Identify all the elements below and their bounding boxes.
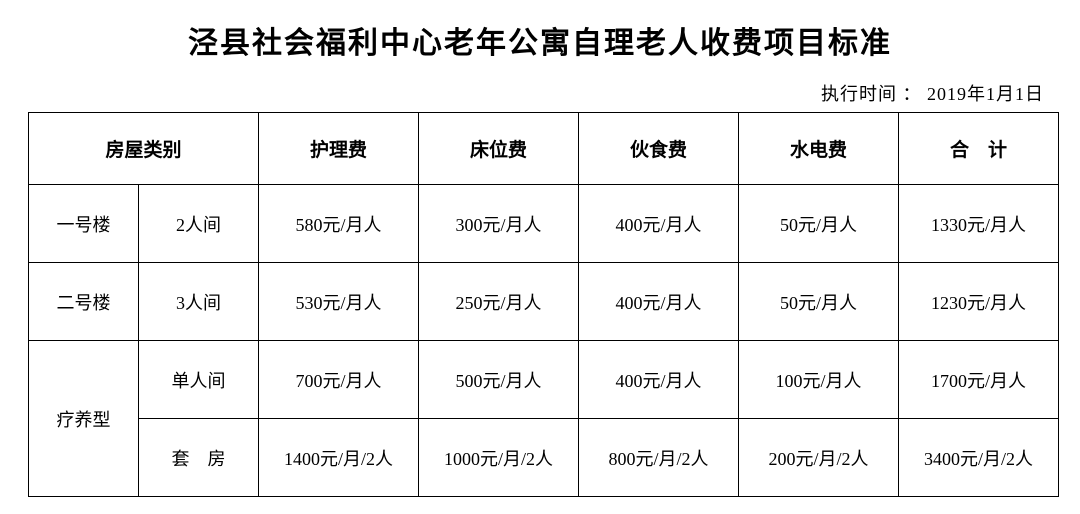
cell-building: 疗养型	[29, 341, 139, 497]
table-row: 二号楼 3人间 530元/月人 250元/月人 400元/月人 50元/月人 1…	[29, 263, 1059, 341]
fee-table: 房屋类别 护理费 床位费 伙食费 水电费 合 计 一号楼 2人间 580元/月人…	[28, 112, 1059, 497]
cell-total: 1700元/月人	[899, 341, 1059, 419]
cell-utility: 50元/月人	[739, 263, 899, 341]
cell-utility: 200元/月/2人	[739, 419, 899, 497]
table-body: 一号楼 2人间 580元/月人 300元/月人 400元/月人 50元/月人 1…	[29, 185, 1059, 497]
effective-date-value: 2019年1月1日	[927, 84, 1044, 104]
cell-room: 2人间	[139, 185, 259, 263]
col-utility: 水电费	[739, 113, 899, 185]
cell-building: 一号楼	[29, 185, 139, 263]
cell-nursing: 1400元/月/2人	[259, 419, 419, 497]
page-title: 泾县社会福利中心老年公寓自理老人收费项目标准	[28, 18, 1052, 62]
effective-date: 执行时间 ： 2019年1月1日	[28, 80, 1052, 106]
table-row: 一号楼 2人间 580元/月人 300元/月人 400元/月人 50元/月人 1…	[29, 185, 1059, 263]
colon: ：	[903, 84, 922, 104]
cell-room: 套 房	[139, 419, 259, 497]
table-header-row: 房屋类别 护理费 床位费 伙食费 水电费 合 计	[29, 113, 1059, 185]
cell-meal: 400元/月人	[579, 263, 739, 341]
cell-bed: 250元/月人	[419, 263, 579, 341]
cell-bed: 1000元/月/2人	[419, 419, 579, 497]
cell-bed: 300元/月人	[419, 185, 579, 263]
cell-total: 3400元/月/2人	[899, 419, 1059, 497]
table-row: 疗养型 单人间 700元/月人 500元/月人 400元/月人 100元/月人 …	[29, 341, 1059, 419]
cell-nursing: 530元/月人	[259, 263, 419, 341]
cell-bed: 500元/月人	[419, 341, 579, 419]
effective-date-label: 执行时间	[821, 84, 897, 104]
cell-meal: 800元/月/2人	[579, 419, 739, 497]
col-total: 合 计	[899, 113, 1059, 185]
cell-meal: 400元/月人	[579, 185, 739, 263]
cell-building: 二号楼	[29, 263, 139, 341]
col-bed: 床位费	[419, 113, 579, 185]
cell-total: 1330元/月人	[899, 185, 1059, 263]
col-meal: 伙食费	[579, 113, 739, 185]
cell-room: 3人间	[139, 263, 259, 341]
col-nursing: 护理费	[259, 113, 419, 185]
cell-room: 单人间	[139, 341, 259, 419]
col-room-category: 房屋类别	[29, 113, 259, 185]
cell-total: 1230元/月人	[899, 263, 1059, 341]
cell-utility: 100元/月人	[739, 341, 899, 419]
cell-nursing: 580元/月人	[259, 185, 419, 263]
cell-nursing: 700元/月人	[259, 341, 419, 419]
cell-utility: 50元/月人	[739, 185, 899, 263]
cell-meal: 400元/月人	[579, 341, 739, 419]
table-row: 套 房 1400元/月/2人 1000元/月/2人 800元/月/2人 200元…	[29, 419, 1059, 497]
